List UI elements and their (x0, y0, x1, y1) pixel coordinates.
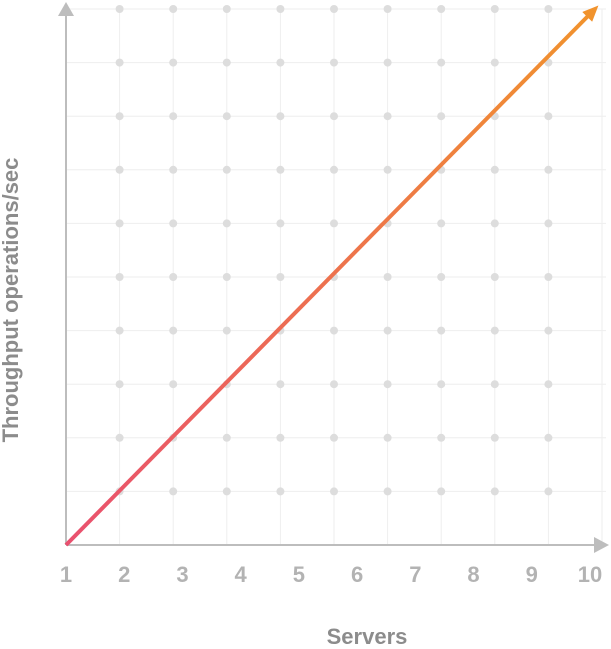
grid-dot (222, 487, 231, 496)
grid-dot (544, 487, 553, 496)
grid-dot (115, 433, 124, 442)
grid-dot (383, 273, 392, 281)
grid-dot (437, 5, 446, 13)
grid-dot (383, 165, 392, 174)
grid-dot (437, 487, 446, 496)
x-tick-label: 1 (60, 562, 72, 587)
grid-dot (544, 112, 553, 121)
grid-dot (490, 165, 499, 174)
grid-dot (330, 219, 338, 228)
grid-dot (115, 165, 124, 174)
x-tick-label: 10 (578, 562, 602, 587)
x-axis-title: Servers (327, 624, 408, 649)
y-axis-title: Throughput operations/sec (0, 158, 23, 443)
grid-dot (169, 326, 178, 335)
grid-dot (544, 326, 553, 335)
grid-dot (222, 326, 231, 335)
x-tick-label: 3 (176, 562, 188, 587)
grid-dot (276, 58, 285, 67)
x-axis-arrow (594, 537, 609, 553)
grid-dot (115, 58, 124, 67)
grid-dot (383, 487, 392, 496)
x-tick-label: 9 (526, 562, 538, 587)
grid-dot (544, 273, 553, 281)
grid-dot (544, 380, 553, 389)
grid-dot (222, 165, 231, 174)
grid-dot (490, 58, 499, 67)
grid-dot (115, 326, 124, 335)
grid-dot (383, 326, 392, 335)
grid-dot (222, 433, 231, 442)
grid-dot (437, 112, 446, 121)
grid-dot (330, 165, 338, 174)
grid-dot (330, 433, 338, 442)
grid-dot (276, 380, 285, 389)
grid-dot (383, 112, 392, 121)
grid-dot (383, 58, 392, 67)
grid-dot (330, 5, 338, 13)
x-tick-label: 2 (118, 562, 130, 587)
x-tick-label: 4 (235, 562, 248, 587)
grid-dot (383, 433, 392, 442)
grid-dot (276, 5, 285, 13)
grid-dot (490, 380, 499, 389)
grid-dot (115, 5, 124, 13)
grid-dot (169, 58, 178, 67)
grid-dot (437, 380, 446, 389)
grid-dot (490, 487, 499, 496)
y-axis-arrow (58, 2, 74, 16)
grid-dot (115, 273, 124, 281)
grid-dot (383, 380, 392, 389)
grid-dot (222, 219, 231, 228)
grid-dot (169, 273, 178, 281)
grid-dot (330, 380, 338, 389)
grid-dot (169, 5, 178, 13)
grid-dot (115, 112, 124, 121)
grid-dot (222, 112, 231, 121)
grid-dot (490, 5, 499, 13)
grid-dot (490, 326, 499, 335)
x-tick-label: 7 (409, 562, 421, 587)
grid-dot (276, 112, 285, 121)
grid-dot (437, 219, 446, 228)
grid-dot (383, 5, 392, 13)
grid-dot (222, 58, 231, 67)
x-tick-label: 8 (467, 562, 479, 587)
grid (66, 5, 606, 545)
grid-dot (276, 273, 285, 281)
grid-dot (115, 219, 124, 228)
grid-dot (330, 112, 338, 121)
grid-dot (437, 58, 446, 67)
grid-dot (276, 165, 285, 174)
x-tick-label: 5 (293, 562, 305, 587)
grid-dot (330, 58, 338, 67)
grid-dot (169, 219, 178, 228)
grid-dot (169, 112, 178, 121)
grid-dot (169, 380, 178, 389)
grid-dot (222, 5, 231, 13)
grid-dot (330, 326, 338, 335)
grid-dot (490, 433, 499, 442)
grid-dot (437, 433, 446, 442)
grid-dot (115, 380, 124, 389)
grid-dot (437, 273, 446, 281)
series-line (64, 5, 599, 547)
x-tick-label: 6 (351, 562, 363, 587)
grid-dot (276, 219, 285, 228)
grid-dot (330, 487, 338, 496)
grid-dot (437, 326, 446, 335)
grid-dot (490, 273, 499, 281)
grid-dot (490, 219, 499, 228)
grid-dot (544, 165, 553, 174)
grid-dot (169, 487, 178, 496)
grid-dot (544, 5, 553, 13)
grid-dot (169, 165, 178, 174)
grid-dot (276, 433, 285, 442)
grid-dot (222, 273, 231, 281)
grid-dot (276, 487, 285, 496)
grid-dot (544, 219, 553, 228)
grid-dot (544, 433, 553, 442)
